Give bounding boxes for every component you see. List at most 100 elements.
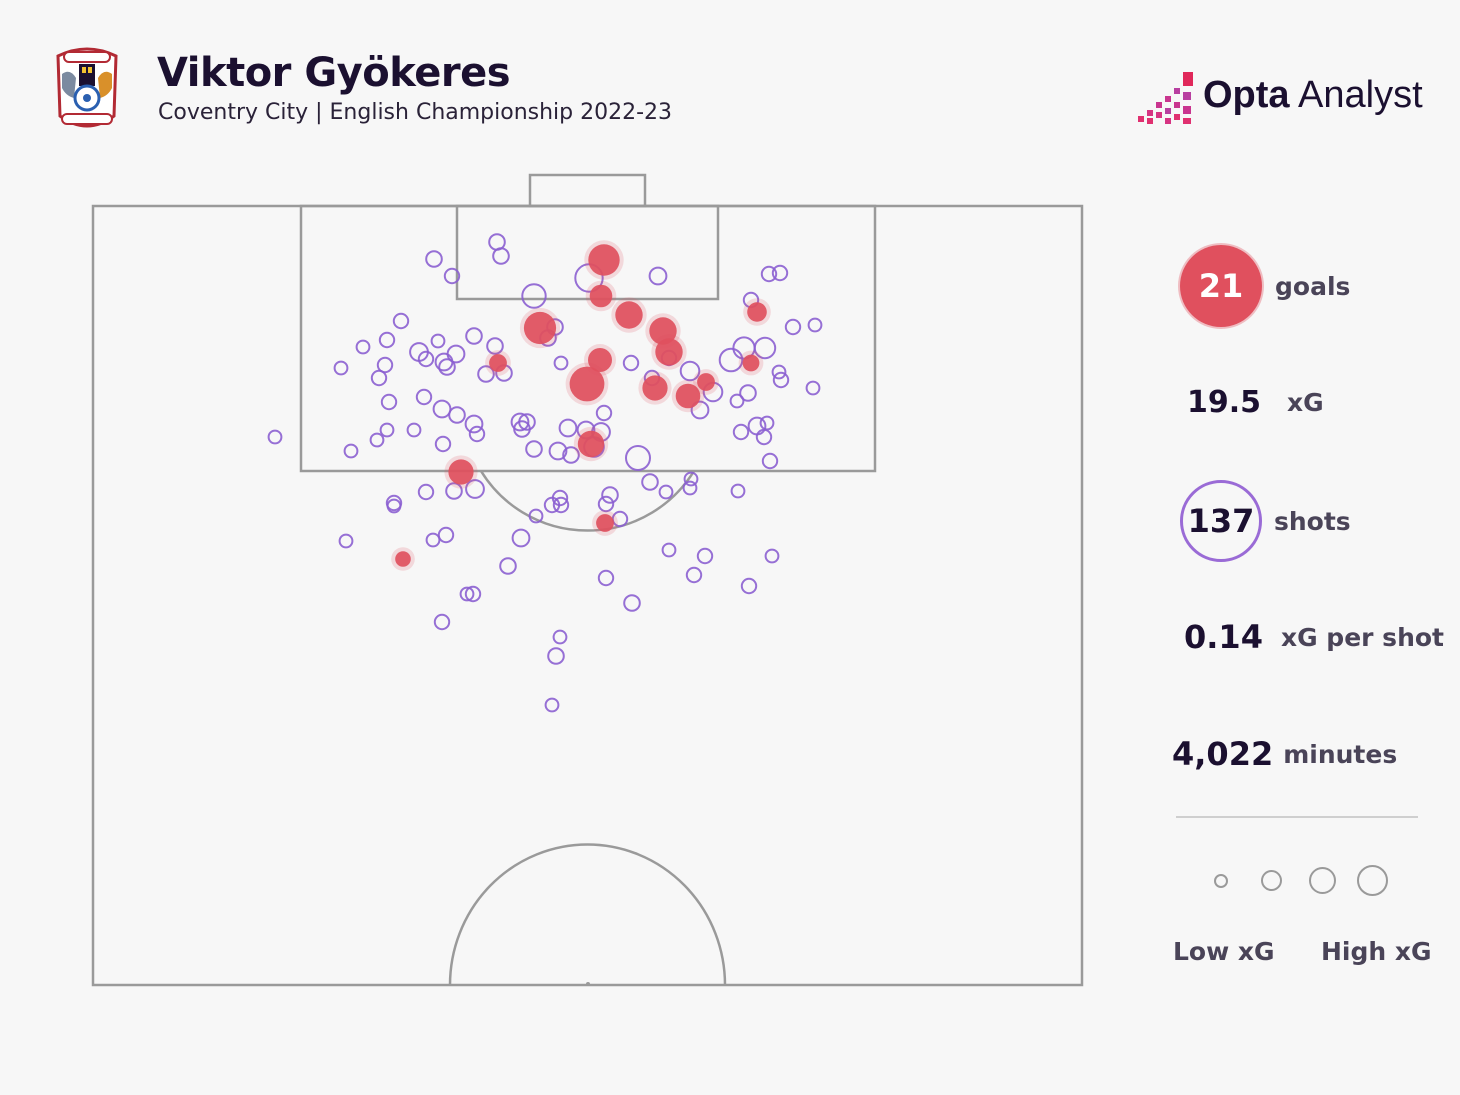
goal-point bbox=[742, 354, 760, 372]
shots-stat: 137 shots bbox=[1180, 480, 1351, 562]
shot-point bbox=[448, 406, 466, 424]
shot-point bbox=[385, 494, 403, 512]
shot-point bbox=[685, 566, 703, 584]
shot-point bbox=[380, 393, 398, 411]
brand-logo: Opta Analyst bbox=[1138, 68, 1438, 128]
goal-point bbox=[489, 354, 507, 372]
shot-point bbox=[370, 369, 388, 387]
shot-point bbox=[764, 548, 780, 564]
xg-per-shot-value: 0.14 bbox=[1184, 618, 1263, 656]
legend-low-label: Low xG bbox=[1173, 937, 1275, 966]
shot-point bbox=[747, 416, 767, 436]
shot-point bbox=[760, 265, 778, 283]
goal-point bbox=[615, 301, 643, 329]
centre-spot bbox=[586, 982, 590, 986]
shot-point bbox=[386, 498, 402, 514]
shot-point bbox=[425, 250, 443, 268]
xg-stat: 19.5 xG bbox=[1187, 385, 1324, 420]
shot-point bbox=[465, 327, 483, 345]
shot-point bbox=[417, 483, 435, 501]
shot-point bbox=[343, 443, 359, 459]
shot-point bbox=[465, 479, 485, 499]
shot-point bbox=[443, 267, 461, 285]
brand-name-light: Analyst bbox=[1289, 74, 1423, 116]
shot-point bbox=[648, 266, 668, 286]
minutes-stat: 4,022 minutes bbox=[1172, 735, 1397, 773]
legend-size-4 bbox=[1357, 865, 1388, 896]
shot-point bbox=[552, 496, 570, 514]
shot-point bbox=[597, 495, 615, 513]
shot-point bbox=[729, 393, 745, 409]
shot-point bbox=[430, 333, 446, 349]
shot-point bbox=[690, 400, 710, 420]
shot-point bbox=[525, 440, 543, 458]
pitch-outline bbox=[91, 204, 1084, 987]
shot-point bbox=[392, 312, 410, 330]
goals-layer bbox=[391, 240, 771, 571]
shot-point bbox=[658, 484, 674, 500]
goal-point bbox=[395, 551, 411, 567]
shot-point bbox=[369, 432, 385, 448]
shot-point bbox=[553, 355, 569, 371]
legend-size-3 bbox=[1309, 867, 1336, 894]
shot-point bbox=[433, 613, 451, 631]
goal-point bbox=[523, 311, 557, 345]
shot-point bbox=[718, 347, 744, 373]
goal-point bbox=[747, 302, 767, 322]
goals-label: goals bbox=[1275, 271, 1351, 301]
shot-point bbox=[661, 542, 677, 558]
centre-circle bbox=[448, 843, 727, 986]
shots-badge: 137 bbox=[1180, 480, 1262, 562]
shot-point bbox=[739, 384, 757, 402]
goal-point bbox=[655, 338, 683, 366]
page-title: Viktor Gyökeres bbox=[157, 50, 511, 96]
shot-point bbox=[445, 482, 463, 500]
shots-layer bbox=[267, 233, 823, 713]
shot-point bbox=[459, 586, 475, 602]
shots-label: shots bbox=[1274, 506, 1351, 536]
shot-point bbox=[338, 533, 354, 549]
shot-point bbox=[682, 480, 698, 496]
shot-point bbox=[601, 486, 619, 504]
shot-point bbox=[267, 429, 283, 445]
xg-per-shot-label: xG per shot bbox=[1280, 622, 1444, 652]
penalty-arc bbox=[479, 470, 696, 532]
shot-point bbox=[641, 473, 659, 491]
shot-point bbox=[528, 508, 544, 524]
shot-point bbox=[597, 569, 615, 587]
shot-point bbox=[558, 418, 578, 438]
shot-point bbox=[438, 358, 456, 376]
shot-point bbox=[417, 350, 435, 368]
shot-point bbox=[521, 283, 547, 309]
shot-point bbox=[415, 388, 433, 406]
shot-point bbox=[355, 339, 371, 355]
opta-bars-icon bbox=[1138, 72, 1193, 124]
minutes-label: minutes bbox=[1283, 739, 1398, 769]
shot-point bbox=[432, 399, 452, 419]
shot-point bbox=[464, 414, 484, 434]
xg-label: xG bbox=[1287, 388, 1324, 417]
shot-point bbox=[333, 360, 349, 376]
shot-point bbox=[771, 264, 789, 282]
goal-point bbox=[596, 514, 614, 532]
shot-point bbox=[625, 445, 651, 471]
goal-point bbox=[675, 383, 701, 409]
xg-value: 19.5 bbox=[1187, 385, 1262, 420]
shot-point bbox=[551, 489, 569, 507]
shot-point bbox=[376, 356, 394, 374]
shot-point bbox=[761, 452, 779, 470]
shot-point bbox=[492, 247, 510, 265]
shot-point bbox=[732, 423, 750, 441]
shot-point bbox=[434, 352, 454, 372]
shot-point bbox=[464, 585, 482, 603]
shot-point bbox=[425, 532, 441, 548]
goal-point bbox=[642, 375, 668, 401]
goal-point bbox=[589, 284, 613, 308]
shot-point bbox=[807, 317, 823, 333]
goal-point bbox=[588, 348, 612, 372]
shot-point bbox=[679, 360, 701, 382]
shot-point bbox=[437, 526, 455, 544]
shot-point bbox=[477, 365, 495, 383]
shot-point bbox=[623, 594, 641, 612]
